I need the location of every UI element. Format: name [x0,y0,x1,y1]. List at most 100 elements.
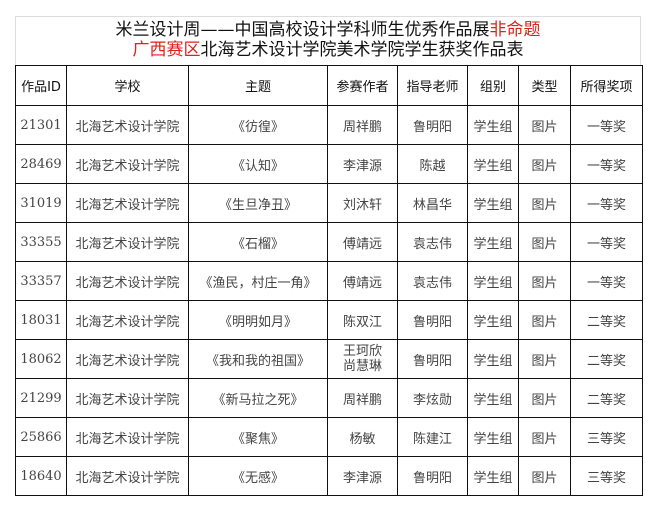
cell-id: 25866 [15,417,67,457]
cell-type: 图片 [518,417,571,457]
cell-group: 学生组 [467,300,519,340]
table-row: 33355 北海艺术设计学院 《石榴》 傅靖远 袁志伟 学生组 图片 一等奖 [15,222,643,262]
cell-advisor: 袁志伟 [397,261,468,301]
cell-school: 北海艺术设计学院 [66,261,189,301]
cell-type: 图片 [518,261,571,301]
cell-type: 图片 [518,105,571,145]
cell-school: 北海艺术设计学院 [66,183,189,223]
cell-type: 图片 [518,456,571,496]
cell-author: 王珂欣 尚慧琳 [327,339,398,379]
cell-type: 图片 [518,300,571,340]
cell-type: 图片 [518,183,571,223]
cell-theme: 《明明如月》 [188,300,328,340]
author-name: 尚慧琳 [342,359,382,374]
cell-school: 北海艺术设计学院 [66,300,189,340]
cell-school: 北海艺术设计学院 [66,378,189,418]
cell-type: 图片 [518,144,571,184]
cell-author: 刘沐轩 [327,183,398,223]
cell-id: 21301 [15,105,67,145]
document-title: 米兰设计周——中国高校设计学科师生优秀作品展非命题 广西赛区北海艺术设计学院美术… [15,16,641,65]
cell-theme: 《认知》 [188,144,328,184]
cell-type: 图片 [518,378,571,418]
cell-award: 一等奖 [570,105,643,145]
cell-school: 北海艺术设计学院 [66,339,189,379]
cell-author: 李津源 [327,456,398,496]
column-header-type: 类型 [518,65,571,106]
cell-author: 杨敏 [327,417,398,457]
cell-group: 学生组 [467,378,519,418]
title-line-1-highlight: 非命题 [489,20,541,40]
cell-id: 31019 [15,183,67,223]
cell-advisor: 陈越 [397,144,468,184]
cell-school: 北海艺术设计学院 [66,144,189,184]
cell-group: 学生组 [467,144,519,184]
cell-group: 学生组 [467,456,519,496]
cell-school: 北海艺术设计学院 [66,417,189,457]
cell-group: 学生组 [467,261,519,301]
cell-award: 二等奖 [570,378,643,418]
cell-award: 二等奖 [570,339,643,379]
table-row: 33357 北海艺术设计学院 《渔民，村庄一角》 傅靖远 袁志伟 学生组 图片 一等奖 [15,261,643,301]
table-row: 25866 北海艺术设计学院 《聚焦》 杨敏 陈建江 学生组 图片 三等奖 [15,417,643,457]
awards-table: 作品ID 学校 主题 参赛作者 指导老师 组别 类型 所得奖项 21301 北海艺术设计学院 《彷… [15,65,643,496]
cell-id: 28469 [15,144,67,184]
cell-group: 学生组 [467,105,519,145]
cell-id: 33355 [15,222,67,262]
cell-author: 周祥鹏 [327,105,398,145]
cell-type: 图片 [518,222,571,262]
cell-theme: 《无感》 [188,456,328,496]
column-header-award: 所得奖项 [570,65,643,106]
cell-school: 北海艺术设计学院 [66,105,189,145]
table-row: 18062 北海艺术设计学院 《我和我的祖国》 王珂欣 尚慧琳 鲁明阳 学生组 图片 二等奖 [15,339,643,379]
cell-id: 18640 [15,456,67,496]
cell-school: 北海艺术设计学院 [66,222,189,262]
title-line-2: 广西赛区北海艺术设计学院美术学院学生获奖作品表 [16,40,640,60]
cell-theme: 《聚焦》 [188,417,328,457]
table-header-row: 作品ID 学校 主题 参赛作者 指导老师 组别 类型 所得奖项 [15,65,643,106]
cell-author: 周祥鹏 [327,378,398,418]
cell-award: 三等奖 [570,456,643,496]
title-line-1-text: 米兰设计周——中国高校设计学科师生优秀作品展 [115,20,490,40]
column-header-group: 组别 [467,65,519,106]
title-line-2-highlight: 广西赛区 [132,40,201,60]
cell-theme: 《我和我的祖国》 [188,339,328,379]
column-header-advisor: 指导老师 [397,65,468,106]
cell-theme: 《生旦净丑》 [188,183,328,223]
cell-advisor: 鲁明阳 [397,105,468,145]
title-line-2-text: 北海艺术设计学院美术学院学生获奖作品表 [200,40,524,60]
cell-award: 三等奖 [570,417,643,457]
cell-advisor: 鲁明阳 [397,339,468,379]
table-row: 18640 北海艺术设计学院 《无感》 李津源 鲁明阳 学生组 图片 三等奖 [15,456,643,496]
cell-theme: 《彷徨》 [188,105,328,145]
table-row: 21299 北海艺术设计学院 《新马拉之死》 周祥鹏 李炫勋 学生组 图片 二等奖 [15,378,643,418]
cell-award: 二等奖 [570,300,643,340]
cell-advisor: 袁志伟 [397,222,468,262]
column-header-school: 学校 [66,65,189,106]
cell-id: 33357 [15,261,67,301]
cell-award: 一等奖 [570,261,643,301]
cell-type: 图片 [518,339,571,379]
cell-theme: 《石榴》 [188,222,328,262]
cell-theme: 《新马拉之死》 [188,378,328,418]
cell-group: 学生组 [467,183,519,223]
cell-group: 学生组 [467,339,519,379]
column-header-id: 作品ID [15,65,67,106]
cell-advisor: 鲁明阳 [397,300,468,340]
cell-group: 学生组 [467,417,519,457]
cell-author: 陈双江 [327,300,398,340]
column-header-theme: 主题 [188,65,328,106]
cell-school: 北海艺术设计学院 [66,456,189,496]
cell-author: 傅靖远 [327,261,398,301]
column-header-author: 参赛作者 [327,65,398,106]
cell-advisor: 李炫勋 [397,378,468,418]
cell-id: 21299 [15,378,67,418]
cell-theme: 《渔民，村庄一角》 [188,261,328,301]
cell-advisor: 鲁明阳 [397,456,468,496]
cell-award: 一等奖 [570,144,643,184]
cell-award: 一等奖 [570,183,643,223]
cell-award: 一等奖 [570,222,643,262]
cell-author: 傅靖远 [327,222,398,262]
author-name: 王珂欣 [342,344,382,359]
cell-advisor: 林昌华 [397,183,468,223]
cell-advisor: 陈建江 [397,417,468,457]
